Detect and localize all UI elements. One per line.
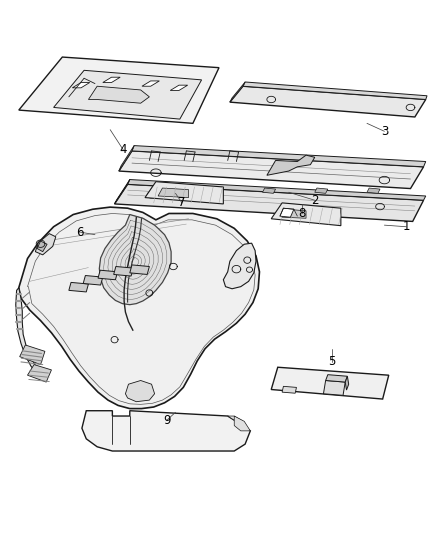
Polygon shape xyxy=(132,146,426,167)
Polygon shape xyxy=(142,81,159,86)
Polygon shape xyxy=(282,386,297,393)
Polygon shape xyxy=(170,85,187,91)
Polygon shape xyxy=(28,365,51,382)
Polygon shape xyxy=(323,381,345,395)
Text: 5: 5 xyxy=(328,356,336,368)
Polygon shape xyxy=(325,375,347,382)
Polygon shape xyxy=(267,155,315,175)
Polygon shape xyxy=(271,367,389,399)
Polygon shape xyxy=(20,345,45,365)
Polygon shape xyxy=(149,188,162,193)
Polygon shape xyxy=(114,266,133,276)
Polygon shape xyxy=(158,188,188,198)
Polygon shape xyxy=(223,243,256,289)
Polygon shape xyxy=(230,86,426,117)
Polygon shape xyxy=(69,282,88,292)
Polygon shape xyxy=(230,82,245,102)
Polygon shape xyxy=(103,77,120,83)
Text: 3: 3 xyxy=(381,125,388,138)
Text: 1: 1 xyxy=(403,220,410,233)
Polygon shape xyxy=(228,416,243,423)
Polygon shape xyxy=(98,270,117,280)
Polygon shape xyxy=(19,207,259,409)
Polygon shape xyxy=(127,180,426,200)
Polygon shape xyxy=(243,82,427,100)
Polygon shape xyxy=(125,381,155,402)
Polygon shape xyxy=(119,146,134,171)
Polygon shape xyxy=(16,288,45,378)
Polygon shape xyxy=(119,151,424,189)
Polygon shape xyxy=(115,180,130,204)
Text: 2: 2 xyxy=(311,193,318,207)
Text: 6: 6 xyxy=(76,225,84,239)
Polygon shape xyxy=(72,83,90,88)
Polygon shape xyxy=(201,188,215,193)
Polygon shape xyxy=(115,184,424,221)
Polygon shape xyxy=(99,215,171,305)
Text: 9: 9 xyxy=(163,414,170,427)
Polygon shape xyxy=(234,416,251,431)
Polygon shape xyxy=(83,276,103,285)
Polygon shape xyxy=(315,188,328,193)
Polygon shape xyxy=(82,411,251,451)
Polygon shape xyxy=(262,188,276,193)
Text: 4: 4 xyxy=(120,143,127,156)
Polygon shape xyxy=(130,265,149,274)
Polygon shape xyxy=(345,376,349,390)
Polygon shape xyxy=(35,233,56,255)
Polygon shape xyxy=(367,188,380,193)
Text: 8: 8 xyxy=(298,207,305,220)
Polygon shape xyxy=(145,182,223,204)
Polygon shape xyxy=(37,241,47,252)
Polygon shape xyxy=(271,203,341,225)
Polygon shape xyxy=(88,86,149,103)
Polygon shape xyxy=(282,209,306,218)
Text: 7: 7 xyxy=(178,196,186,209)
Polygon shape xyxy=(19,57,219,123)
Polygon shape xyxy=(280,208,294,217)
Polygon shape xyxy=(53,70,201,119)
